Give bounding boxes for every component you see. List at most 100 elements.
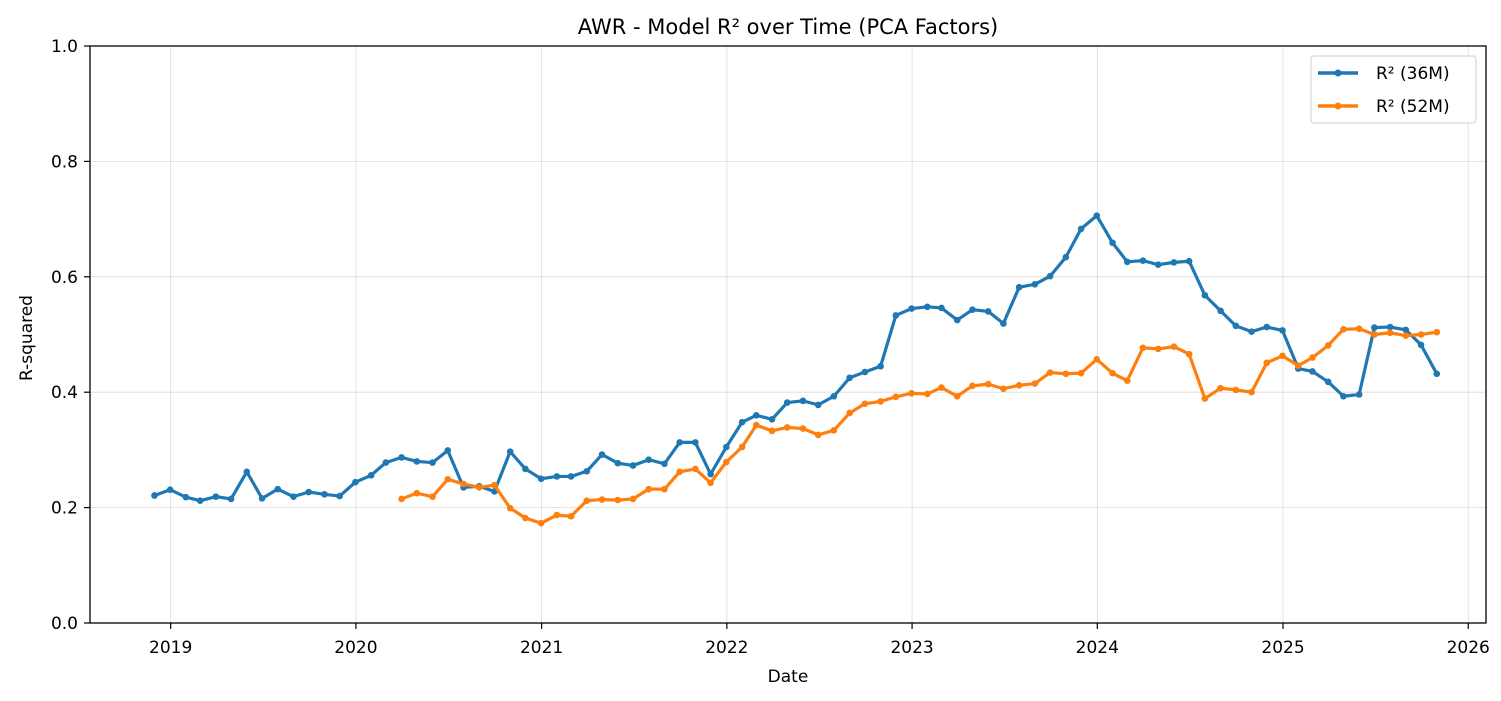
data-point <box>1170 343 1178 350</box>
data-point <box>814 401 822 409</box>
data-point <box>1031 281 1039 288</box>
data-point <box>1062 370 1070 378</box>
data-point <box>1000 320 1007 327</box>
data-point <box>1371 331 1378 338</box>
data-point <box>1093 356 1101 363</box>
data-point <box>151 492 158 499</box>
data-point <box>537 475 545 483</box>
y-axis: 0.0 0.2 0.4 0.6 0.8 1.0 <box>51 37 90 634</box>
data-point <box>892 393 900 401</box>
data-point <box>182 493 190 501</box>
data-point <box>321 491 328 498</box>
data-point <box>738 443 746 451</box>
x-tick-label: 2023 <box>890 638 933 658</box>
data-point <box>924 390 931 398</box>
x-tick-label: 2026 <box>1447 638 1490 658</box>
data-point <box>1062 253 1070 261</box>
data-point <box>1294 362 1302 369</box>
legend: R² (36M) R² (52M) <box>1310 55 1477 124</box>
data-point <box>553 473 561 480</box>
x-tick-label: 2020 <box>334 638 377 658</box>
data-point <box>1309 354 1316 361</box>
data-point <box>1217 307 1224 315</box>
data-point <box>382 459 390 466</box>
data-point <box>1324 342 1332 349</box>
data-point <box>1015 381 1023 389</box>
data-point <box>846 374 853 382</box>
data-point <box>1248 388 1255 396</box>
data-point <box>1402 326 1410 334</box>
data-point <box>522 465 529 473</box>
data-point <box>830 426 838 434</box>
data-point <box>1263 359 1271 367</box>
data-point <box>1279 327 1286 334</box>
data-point <box>1371 324 1378 331</box>
x-axis: 2019 2020 2021 2022 2023 2024 2025 2026 <box>149 623 1490 658</box>
data-point <box>1248 328 1255 335</box>
data-point <box>522 514 529 522</box>
data-point <box>1232 322 1240 330</box>
data-point <box>553 511 561 519</box>
x-tick-label: 2021 <box>520 638 563 658</box>
data-point <box>1355 325 1363 333</box>
data-point <box>274 485 282 493</box>
data-point <box>892 312 900 319</box>
y-tick-label: 0.0 <box>51 614 78 634</box>
data-point <box>429 493 436 500</box>
data-point <box>475 484 483 491</box>
legend-label-r2-36m: R² (36M) <box>1376 64 1450 84</box>
data-point <box>1139 344 1147 352</box>
data-point <box>661 460 668 468</box>
data-point <box>1077 369 1085 377</box>
data-point <box>506 448 514 455</box>
data-point <box>645 485 652 493</box>
data-point <box>398 454 405 461</box>
data-point <box>938 384 945 391</box>
data-point <box>1386 323 1394 331</box>
data-point <box>1077 225 1085 233</box>
data-point <box>969 306 976 313</box>
data-point <box>1154 345 1162 353</box>
data-point <box>398 495 405 503</box>
y-tick-label: 0.8 <box>51 152 78 172</box>
data-point <box>1123 258 1131 266</box>
series-line <box>399 327 1439 525</box>
data-point <box>908 390 915 397</box>
data-point <box>583 497 591 504</box>
x-tick-label: 2019 <box>149 638 192 658</box>
y-tick-label: 0.4 <box>51 383 78 403</box>
data-point <box>1263 323 1271 331</box>
data-point <box>799 425 807 432</box>
data-point <box>1201 395 1209 402</box>
data-point <box>1309 368 1316 375</box>
x-tick-label: 2025 <box>1261 638 1304 658</box>
data-point <box>460 480 467 488</box>
data-point <box>1109 369 1116 377</box>
data-point <box>1279 352 1286 360</box>
data-point <box>212 493 220 500</box>
data-point <box>227 495 235 503</box>
x-tick-label: 2024 <box>1076 638 1119 658</box>
data-point <box>783 399 791 406</box>
data-point <box>738 418 746 426</box>
data-point <box>953 316 961 324</box>
data-point <box>924 303 931 311</box>
data-point <box>1417 331 1425 338</box>
data-point <box>1170 259 1178 266</box>
series-r2-52m <box>398 325 1441 527</box>
data-point <box>1232 386 1240 394</box>
data-point <box>984 380 992 388</box>
data-point <box>692 465 699 473</box>
data-point <box>707 470 714 478</box>
data-point <box>723 458 730 466</box>
data-point <box>953 392 961 400</box>
data-point <box>583 467 591 475</box>
legend-marker-r2-36m <box>1334 69 1342 77</box>
data-point <box>1217 384 1224 392</box>
data-point <box>692 439 699 446</box>
data-point <box>166 486 174 494</box>
data-point <box>969 382 976 390</box>
data-point <box>861 400 869 408</box>
data-point <box>676 439 683 446</box>
x-tick-label: 2022 <box>705 638 748 658</box>
